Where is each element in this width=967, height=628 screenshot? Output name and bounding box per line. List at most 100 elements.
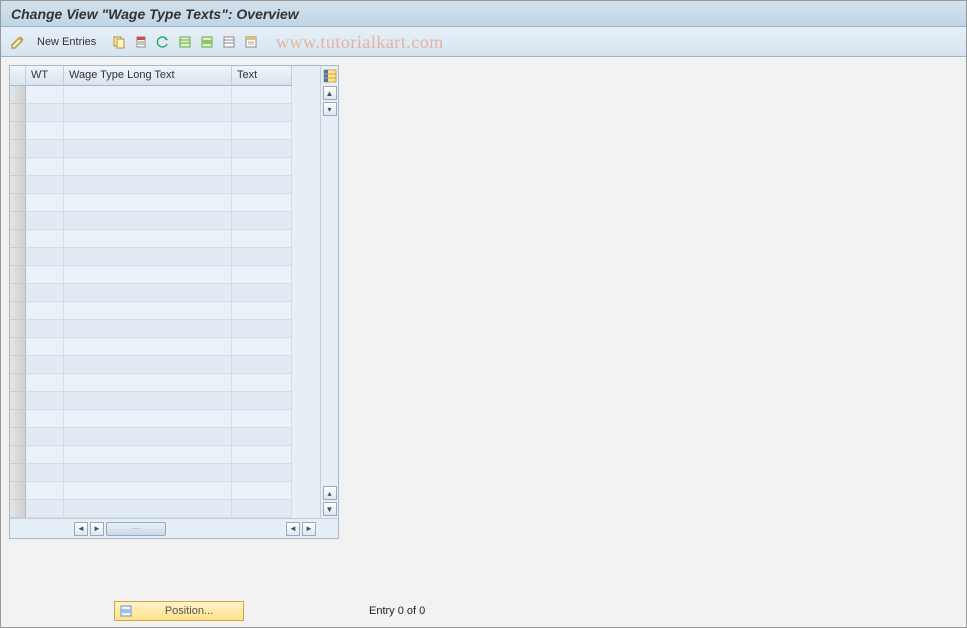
scroll-down-fast-button[interactable]: ▴ [323, 486, 337, 500]
table-cell[interactable] [64, 302, 232, 320]
position-button[interactable]: Position... [114, 601, 244, 621]
col-header-long-text[interactable]: Wage Type Long Text [64, 66, 232, 86]
table-cell[interactable] [232, 284, 292, 302]
table-cell[interactable] [64, 410, 232, 428]
table-cell[interactable] [232, 230, 292, 248]
table-cell[interactable] [26, 374, 64, 392]
table-cell[interactable] [232, 428, 292, 446]
table-cell[interactable] [26, 140, 64, 158]
delete-icon[interactable] [132, 33, 150, 51]
row-selector[interactable] [10, 410, 26, 428]
row-selector[interactable] [10, 302, 26, 320]
hscroll-thumb[interactable]: ··· [106, 522, 166, 536]
table-cell[interactable] [232, 410, 292, 428]
row-selector[interactable] [10, 158, 26, 176]
table-cell[interactable] [232, 176, 292, 194]
table-cell[interactable] [64, 464, 232, 482]
scroll-up-fast-button[interactable]: ▾ [323, 102, 337, 116]
table-cell[interactable] [232, 140, 292, 158]
table-cell[interactable] [232, 482, 292, 500]
table-cell[interactable] [26, 338, 64, 356]
row-selector[interactable] [10, 230, 26, 248]
table-cell[interactable] [64, 212, 232, 230]
table-cell[interactable] [26, 410, 64, 428]
table-cell[interactable] [64, 194, 232, 212]
deselect-all-icon[interactable] [220, 33, 238, 51]
table-cell[interactable] [232, 86, 292, 104]
table-cell[interactable] [232, 338, 292, 356]
table-cell[interactable] [26, 212, 64, 230]
row-selector[interactable] [10, 482, 26, 500]
table-cell[interactable] [64, 284, 232, 302]
table-cell[interactable] [26, 158, 64, 176]
row-selector[interactable] [10, 356, 26, 374]
table-cell[interactable] [64, 104, 232, 122]
table-cell[interactable] [64, 86, 232, 104]
row-selector[interactable] [10, 176, 26, 194]
table-cell[interactable] [26, 428, 64, 446]
scroll-up-button[interactable]: ▲ [323, 86, 337, 100]
table-cell[interactable] [232, 194, 292, 212]
table-cell[interactable] [232, 248, 292, 266]
table-cell[interactable] [232, 320, 292, 338]
table-cell[interactable] [26, 86, 64, 104]
table-cell[interactable] [232, 392, 292, 410]
copy-icon[interactable] [110, 33, 128, 51]
table-cell[interactable] [26, 500, 64, 518]
table-cell[interactable] [232, 104, 292, 122]
table-cell[interactable] [64, 248, 232, 266]
scroll-down-button[interactable]: ▼ [323, 502, 337, 516]
table-cell[interactable] [232, 374, 292, 392]
table-cell[interactable] [64, 176, 232, 194]
table-cell[interactable] [64, 338, 232, 356]
table-cell[interactable] [26, 284, 64, 302]
table-cell[interactable] [64, 320, 232, 338]
table-cell[interactable] [232, 446, 292, 464]
table-cell[interactable] [26, 356, 64, 374]
table-cell[interactable] [26, 176, 64, 194]
table-cell[interactable] [232, 464, 292, 482]
row-selector[interactable] [10, 500, 26, 518]
scroll-left-page-button[interactable]: ► [90, 522, 104, 536]
row-selector[interactable] [10, 320, 26, 338]
table-cell[interactable] [26, 230, 64, 248]
row-selector[interactable] [10, 392, 26, 410]
table-cell[interactable] [232, 500, 292, 518]
table-cell[interactable] [64, 266, 232, 284]
row-selector[interactable] [10, 140, 26, 158]
table-settings-icon[interactable] [322, 68, 338, 84]
table-cell[interactable] [232, 266, 292, 284]
col-header-wt[interactable]: WT [26, 66, 64, 86]
table-cell[interactable] [26, 104, 64, 122]
select-block-icon[interactable] [198, 33, 216, 51]
row-selector[interactable] [10, 104, 26, 122]
row-selector[interactable] [10, 194, 26, 212]
table-cell[interactable] [26, 302, 64, 320]
select-all-icon[interactable] [176, 33, 194, 51]
scroll-left-button[interactable]: ◄ [74, 522, 88, 536]
table-cell[interactable] [26, 194, 64, 212]
new-entries-button[interactable]: New Entries [31, 34, 102, 50]
table-cell[interactable] [232, 122, 292, 140]
table-cell[interactable] [64, 356, 232, 374]
table-cell[interactable] [64, 482, 232, 500]
table-cell[interactable] [232, 356, 292, 374]
table-cell[interactable] [64, 158, 232, 176]
table-cell[interactable] [64, 428, 232, 446]
table-cell[interactable] [64, 230, 232, 248]
row-selector[interactable] [10, 338, 26, 356]
table-cell[interactable] [26, 392, 64, 410]
table-cell[interactable] [64, 446, 232, 464]
table-cell[interactable] [64, 374, 232, 392]
table-cell[interactable] [26, 464, 64, 482]
table-cell[interactable] [232, 158, 292, 176]
row-selector[interactable] [10, 266, 26, 284]
table-cell[interactable] [26, 122, 64, 140]
change-icon[interactable] [9, 33, 27, 51]
row-selector[interactable] [10, 464, 26, 482]
table-cell[interactable] [64, 392, 232, 410]
table-cell[interactable] [64, 140, 232, 158]
row-selector[interactable] [10, 446, 26, 464]
table-cell[interactable] [26, 320, 64, 338]
row-selector[interactable] [10, 86, 26, 104]
